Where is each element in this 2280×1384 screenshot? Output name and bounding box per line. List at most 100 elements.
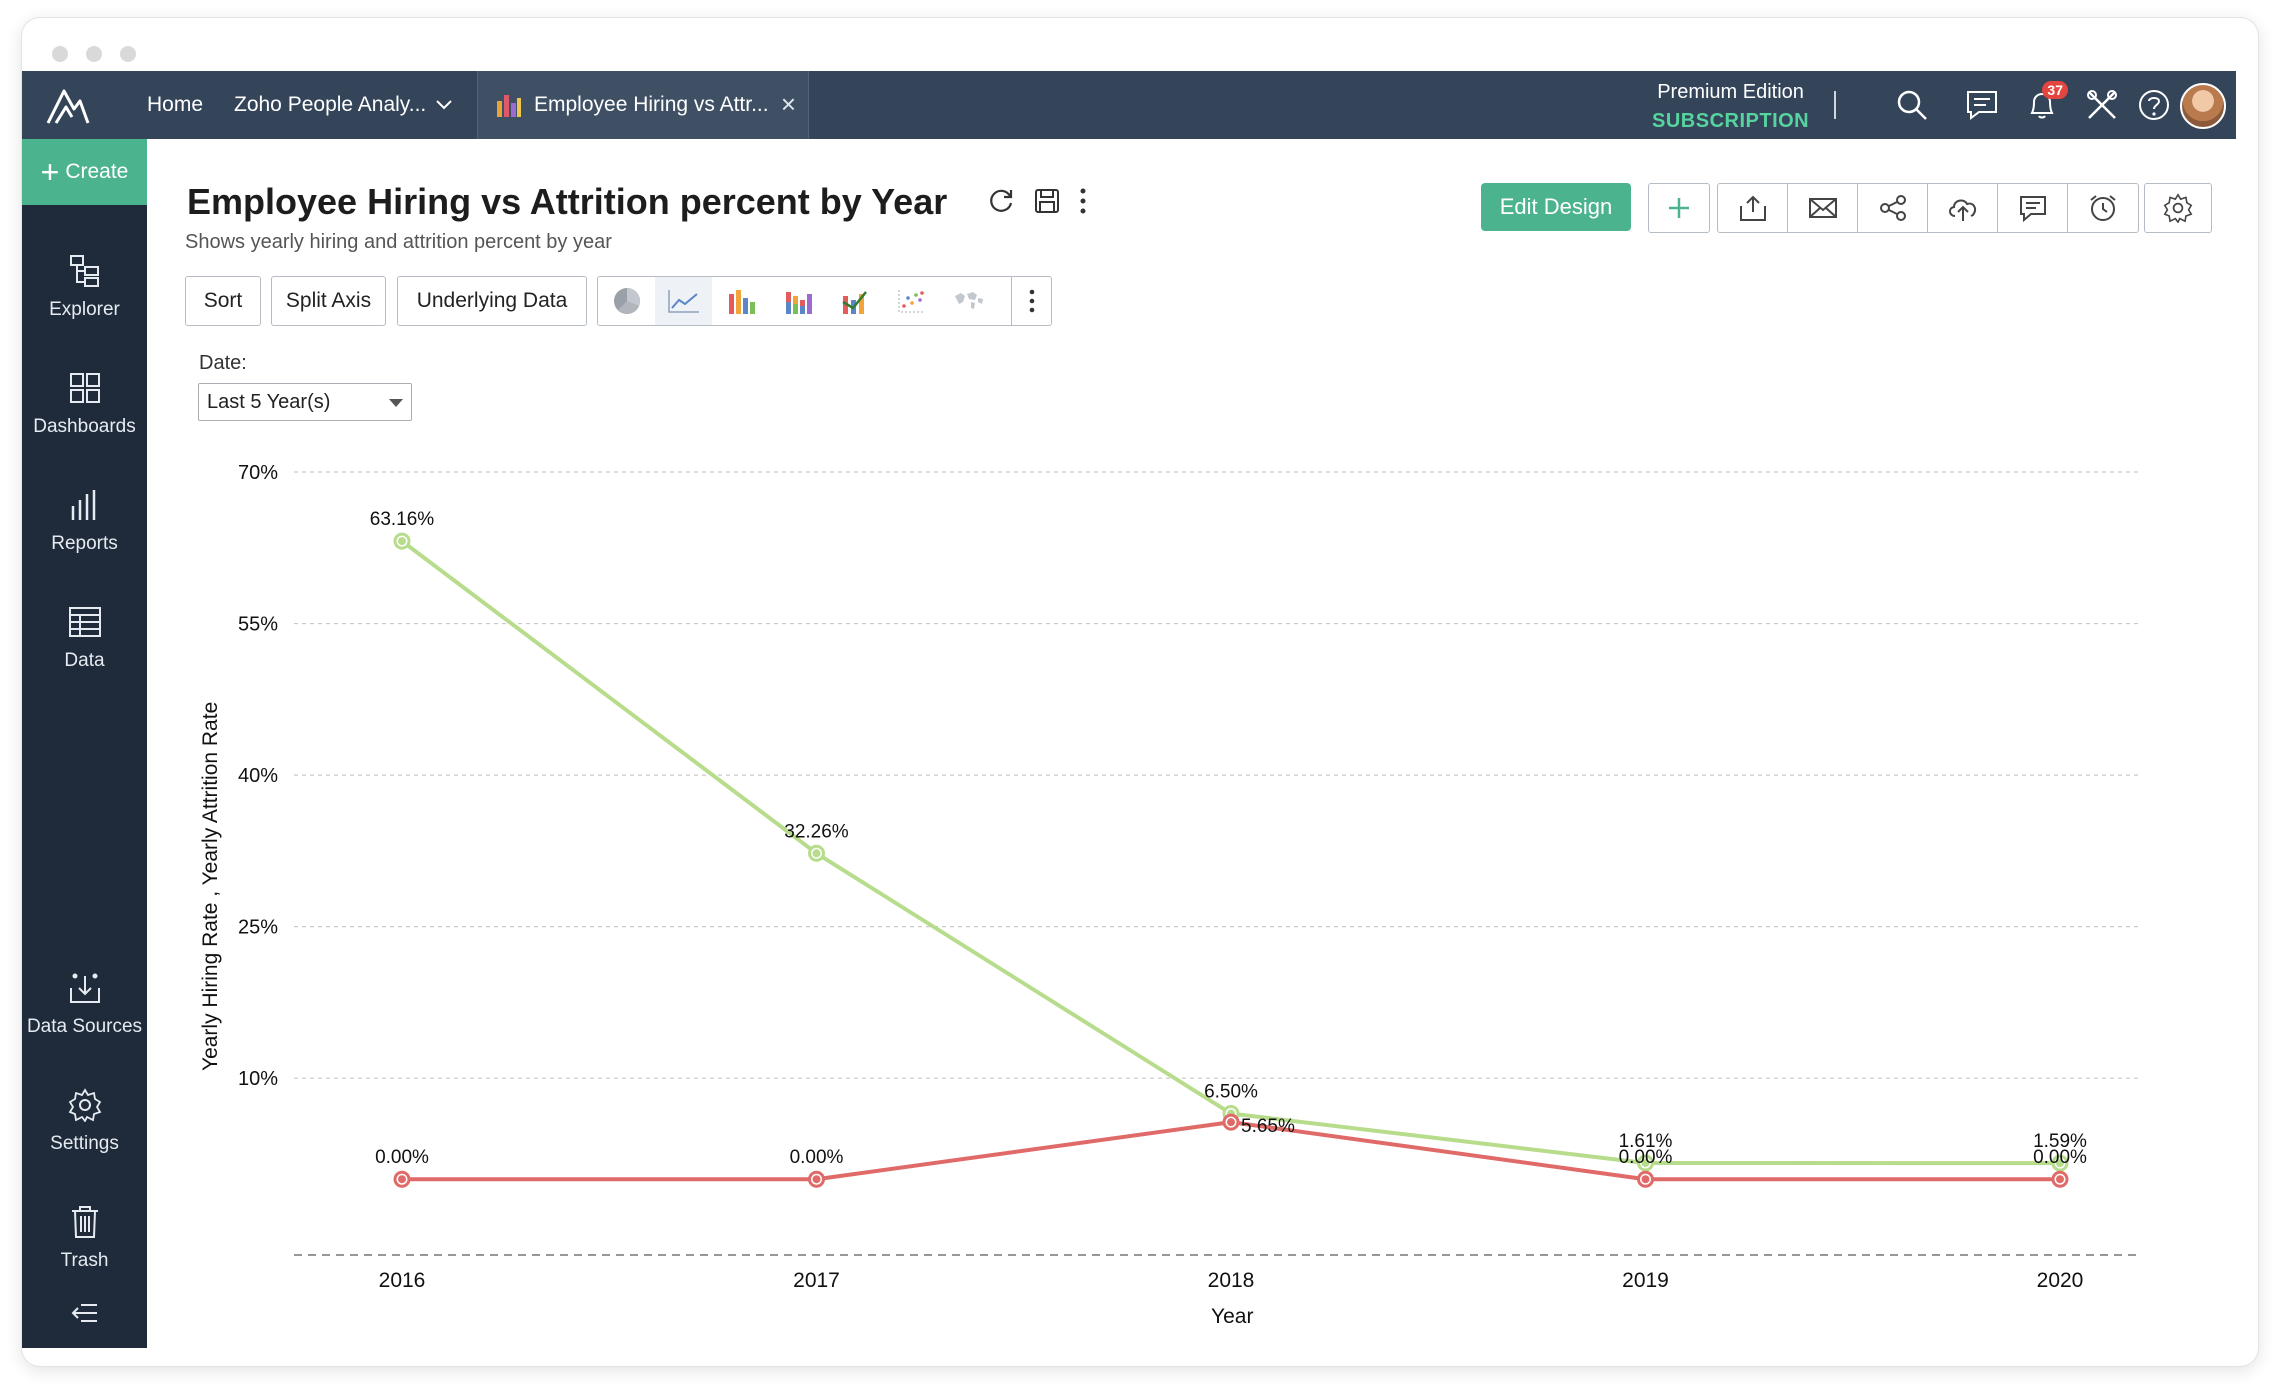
chevron-down-icon (436, 100, 452, 110)
create-button[interactable]: + Create (22, 139, 147, 205)
data-label: 0.00% (2033, 1147, 2087, 1168)
minimize-window-dot[interactable] (86, 46, 102, 62)
share-button[interactable] (1858, 184, 1928, 232)
dropdown-caret-icon (389, 399, 403, 407)
line-chart-icon (667, 290, 699, 313)
save-icon[interactable] (1033, 187, 1061, 215)
reports-icon (65, 485, 105, 525)
divider (1834, 91, 1836, 119)
bar-chart-icon (728, 290, 755, 314)
email-button[interactable] (1788, 184, 1858, 232)
sidebar-item-data-sources[interactable]: Data Sources (22, 968, 147, 1038)
more-options-icon[interactable] (1079, 187, 1087, 215)
data-point-center (398, 537, 406, 546)
series-line (400, 539, 2061, 1166)
sidebar-item-label: Data Sources (26, 1016, 143, 1037)
schedule-button[interactable] (2068, 184, 2138, 232)
y-tick-label: 55% (238, 614, 278, 636)
chart-type-map[interactable] (940, 277, 997, 325)
user-avatar[interactable] (2180, 83, 2226, 129)
sort-button[interactable]: Sort (185, 276, 261, 326)
chart-type-bar[interactable] (712, 277, 769, 325)
sidebar-item-data[interactable]: Data (22, 602, 147, 672)
collapse-sidebar-icon[interactable] (22, 1301, 147, 1331)
search-icon[interactable] (1892, 85, 1932, 125)
top-navigation-bar: Home Zoho People Analy... Employee Hirin… (22, 71, 2236, 139)
workspace-name: Zoho People Analy... (234, 93, 427, 116)
data-label: 0.00% (375, 1147, 429, 1168)
data-point-center (1641, 1158, 1650, 1167)
notification-bell-icon[interactable]: 37 (2022, 81, 2068, 125)
comment-button[interactable] (1998, 184, 2068, 232)
close-window-dot[interactable] (52, 46, 68, 62)
title-actions (987, 187, 1087, 215)
bar-chart-icon (497, 95, 521, 117)
sidebar-item-dashboards[interactable]: Dashboards (22, 368, 147, 438)
maximize-window-dot[interactable] (120, 46, 136, 62)
date-filter-value: Last 5 Year(s) (207, 391, 331, 413)
sidebar-item-label: Trash (60, 1250, 109, 1271)
home-link[interactable]: Home (147, 93, 204, 116)
alarm-clock-icon (2090, 195, 2116, 221)
sidebar-item-reports[interactable]: Reports (22, 485, 147, 555)
underlying-data-button[interactable]: Underlying Data (397, 276, 587, 326)
data-label: 63.16% (370, 509, 435, 530)
trash-icon (65, 1202, 105, 1242)
publish-button[interactable] (1928, 184, 1998, 232)
x-tick-label: 2017 (793, 1269, 840, 1292)
data-label: 0.00% (1619, 1147, 1673, 1168)
data-label: 1.61% (1619, 1131, 1673, 1152)
y-tick-label: 70% (238, 462, 278, 484)
report-action-toolbar (1717, 183, 2139, 233)
x-tick-label: 2018 (1208, 1269, 1255, 1292)
data-point-center (2056, 1175, 2064, 1184)
app-logo-icon[interactable] (44, 83, 92, 127)
page-subtitle: Shows yearly hiring and attrition percen… (185, 231, 612, 253)
sidebar-item-label: Reports (51, 533, 118, 554)
y-tick-label: 25% (238, 917, 278, 939)
workspace-selector[interactable]: Zoho People Analy... (234, 71, 452, 139)
chart-type-more[interactable] (1011, 277, 1051, 325)
chart-type-scatter[interactable] (883, 277, 940, 325)
data-point-center (1641, 1175, 1650, 1184)
feedback-icon[interactable] (1962, 85, 2002, 125)
settings-button[interactable] (2144, 183, 2212, 233)
sidebar-item-trash[interactable]: Trash (22, 1202, 147, 1272)
sidebar-item-explorer[interactable]: Explorer (22, 251, 147, 321)
x-tick-label: 2016 (379, 1269, 426, 1292)
sidebar-item-label: Settings (50, 1133, 119, 1154)
split-axis-button[interactable]: Split Axis (271, 276, 386, 326)
data-point-center (2056, 1159, 2064, 1168)
chart-type-pie[interactable] (598, 277, 655, 325)
cloud-upload-icon (1948, 199, 1976, 221)
x-axis-title: Year (1211, 1305, 1254, 1328)
y-tick-label: 10% (238, 1068, 278, 1090)
refresh-icon[interactable] (987, 187, 1015, 215)
tools-icon[interactable] (2082, 85, 2122, 125)
data-label: 6.50% (1204, 1082, 1258, 1103)
report-view: Employee Hiring vs Attrition percent by … (147, 139, 2236, 1348)
subscription-link[interactable]: SUBSCRIPTION (1652, 110, 1810, 132)
y-axis-title: Yearly Hiring Rate , Yearly Attrition Ra… (199, 701, 222, 1071)
sidebar-item-label: Data (64, 650, 105, 671)
chart-type-stacked-bar[interactable] (769, 277, 826, 325)
world-map-icon (954, 292, 983, 309)
add-button[interactable] (1648, 183, 1710, 233)
sidebar-item-label: Dashboards (33, 416, 136, 437)
combo-chart-icon (841, 291, 867, 314)
app-window (22, 18, 2258, 1366)
tab-label: Employee Hiring vs Attr... (534, 93, 769, 116)
export-button[interactable] (1718, 184, 1788, 232)
data-sources-icon (65, 968, 105, 1008)
scatter-chart-icon (897, 290, 925, 313)
share-icon (1879, 195, 1906, 221)
close-icon[interactable]: × (780, 89, 796, 119)
chart-type-line[interactable] (655, 277, 712, 325)
edit-design-button[interactable]: Edit Design (1481, 183, 1631, 231)
chart-type-selector (597, 276, 1052, 326)
tab-employee-hiring-report[interactable]: Employee Hiring vs Attr... × (477, 71, 809, 139)
help-icon[interactable] (2134, 85, 2174, 125)
sidebar-item-settings[interactable]: Settings (22, 1085, 147, 1155)
chart-type-combo[interactable] (826, 277, 883, 325)
date-filter-select[interactable]: Last 5 Year(s) (198, 383, 412, 421)
